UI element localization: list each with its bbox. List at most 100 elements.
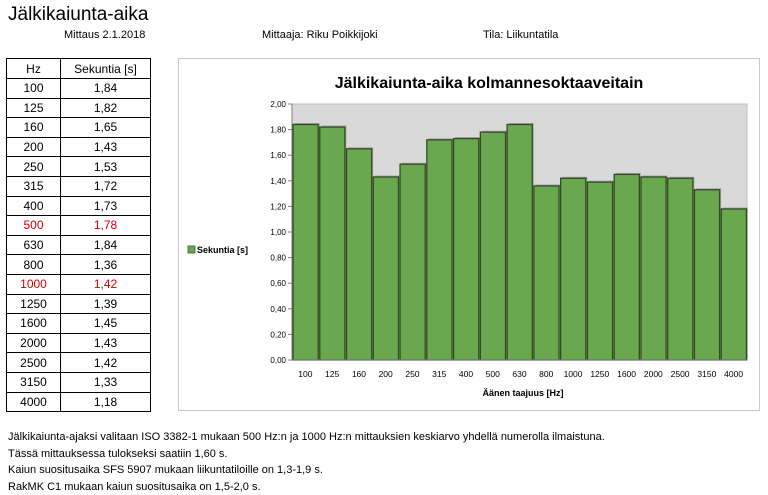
notes: Jälkikaiunta-ajaksi valitaan ISO 3382-1 … [8,429,605,495]
cell-seconds: 1,45 [60,313,151,334]
y-tick-label: 1,40 [270,177,286,186]
cell-hz: 250 [6,156,61,177]
x-tick-label: 400 [459,369,473,379]
x-tick-label: 1000 [564,369,583,379]
bar [319,126,346,361]
table-row: 400 1,73 [6,195,151,217]
y-tick-label: 2,00 [270,100,286,109]
bar-series [292,122,748,361]
table-row: 3150 1,33 [6,371,151,393]
column-header-seconds: Sekuntia [s] [60,58,151,79]
note-line: RakMK C1 mukaan kaiun suositusaika on 1,… [8,480,261,493]
column-header-hz: Hz [6,58,61,79]
cell-seconds: 1,73 [60,195,151,217]
x-tick-label: 1600 [617,369,636,379]
y-tick-label: 1,20 [270,202,286,211]
bar [720,208,748,361]
bar [399,163,426,361]
y-tick-label: 1,00 [270,228,286,237]
chart-panel: Jälkikaiunta-aika kolmannesoktaaveitain … [178,58,760,411]
reverb-chart: Jälkikaiunta-aika kolmannesoktaaveitain … [187,75,748,398]
bar [479,131,507,361]
x-tick-label: 4000 [724,369,743,379]
x-tick-label: 315 [432,369,446,379]
cell-hz: 160 [6,117,61,138]
bar [693,189,721,361]
legend-label: Sekuntia [s] [197,245,248,255]
bar [586,181,614,361]
table-row: 2500 1,42 [6,352,151,373]
legend: Sekuntia [s] [187,245,248,255]
cell-seconds: 1,33 [60,371,151,393]
frequency-table: Hz Sekuntia [s] 100 1,84 125 1,82 160 1,65 200… [6,58,151,413]
table-row: 160 1,65 [6,117,151,138]
cell-hz: 630 [6,234,61,256]
x-axis: 100 125 160 200 250 315 400 500 630 800 1000 1250 16… [292,359,747,379]
cell-seconds: 1,39 [60,293,151,315]
cell-hz: 315 [6,175,61,197]
room: Tila: Liikuntatila [483,29,559,41]
cell-seconds: 1,18 [60,391,151,413]
table-row: 1000 1,42 [6,273,151,295]
y-tick-label: 1,80 [270,126,286,135]
cell-seconds: 1,84 [60,78,151,99]
note-line: Tässä mittauksessa tulokseksi saatiin 1,… [8,447,228,460]
x-tick-label: 125 [325,369,339,379]
cell-hz: 1600 [6,313,61,334]
table-row: 1600 1,45 [6,313,151,334]
bar [506,123,533,361]
cell-hz: 400 [6,195,61,217]
cell-hz: 1000 [6,273,61,295]
cell-seconds: 1,43 [60,136,151,158]
bar [640,176,667,361]
cell-hz: 800 [6,254,61,275]
table-row: 250 1,53 [6,156,151,177]
x-tick-label: 250 [405,369,419,379]
y-tick-label: 0,00 [270,356,286,365]
y-tick-label: 0,60 [270,279,286,288]
cell-hz: 4000 [6,391,61,413]
bar [372,176,400,361]
bar [533,185,560,361]
table-row: 200 1,43 [6,136,151,158]
bar [559,177,587,361]
bar [292,123,319,361]
x-tick-label: 630 [512,369,526,379]
bar [613,173,640,361]
table-row: 1250 1,39 [6,293,151,315]
y-tick-label: 0,40 [270,305,286,314]
chart-title: Jälkikaiunta-aika kolmannesoktaaveitain [335,75,644,92]
cell-seconds: 1,42 [60,273,151,295]
x-tick-label: 800 [539,369,553,379]
table-row: 315 1,72 [6,175,151,197]
x-tick-label: 2500 [671,369,690,379]
cell-hz: 2500 [6,352,61,373]
legend-swatch [187,245,196,254]
table-row: 630 1,84 [6,234,151,256]
measurer: Mittaaja: Riku Poikkijoki [262,29,378,41]
x-tick-label: 500 [486,369,500,379]
cell-seconds: 1,78 [60,215,151,236]
cell-seconds: 1,82 [60,97,151,119]
cell-hz: 100 [6,78,61,99]
table-row: 125 1,82 [6,97,151,119]
x-tick-label: 2000 [644,369,663,379]
table-row: 100 1,84 [6,78,151,99]
cell-hz: 500 [6,215,61,236]
cell-seconds: 1,72 [60,175,151,197]
cell-hz: 125 [6,97,61,119]
bar [452,137,480,361]
cell-hz: 3150 [6,371,61,393]
note-line: Jälkikaiunta-ajaksi valitaan ISO 3382-1 … [8,431,605,443]
cell-seconds: 1,84 [60,234,151,256]
table-row: 4000 1,18 [6,391,151,413]
x-tick-label: 160 [352,369,366,379]
cell-hz: 2000 [6,332,61,354]
table-header-row: Hz Sekuntia [s] [6,58,151,79]
x-tick-label: 100 [298,369,312,379]
x-axis-label: Äänen taajuus [Hz] [482,388,563,398]
bar [345,148,373,361]
table-row: 2000 1,43 [6,332,151,354]
cell-hz: 1250 [6,293,61,315]
cell-seconds: 1,43 [60,332,151,354]
